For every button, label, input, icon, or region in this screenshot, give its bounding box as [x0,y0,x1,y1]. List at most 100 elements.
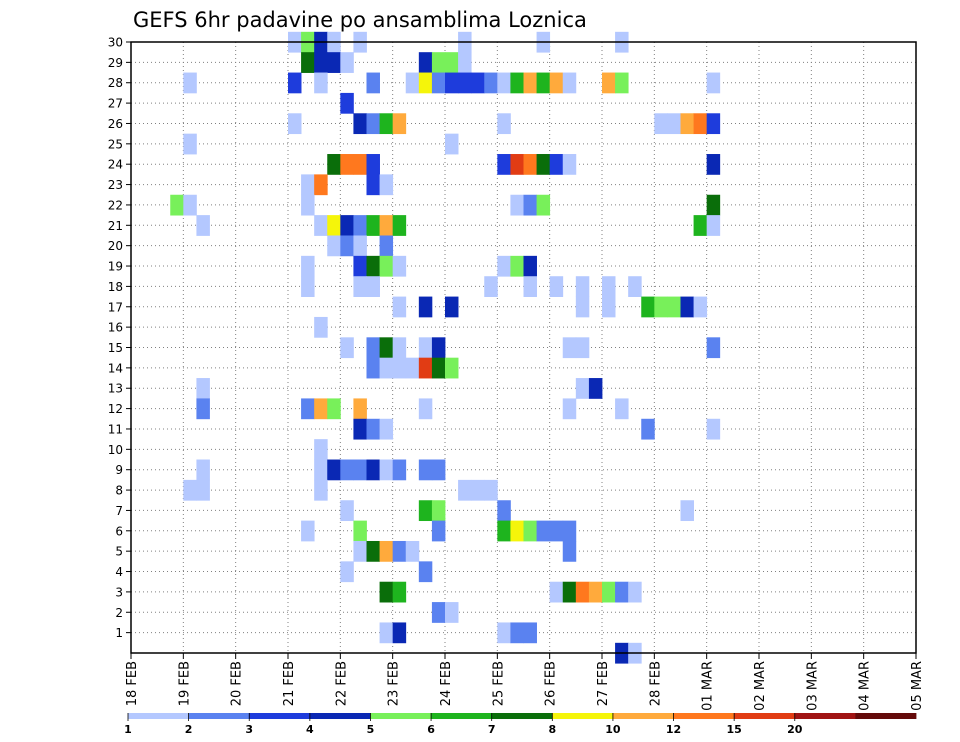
precip-cell [549,154,564,175]
y-tick-label: 8 [115,484,123,498]
chart-title: GEFS 6hr padavine po ansamblima Loznica [133,8,587,32]
precip-cell [628,276,642,297]
precip-cell [366,540,380,562]
y-axis-ticks: 1234567891011121314151617181920212223242… [108,36,131,640]
precip-cell [602,276,616,297]
precip-cell [366,357,380,379]
x-tick-label: 22 FEB [334,661,349,706]
y-tick-label: 15 [108,341,123,355]
precip-cell [301,520,315,542]
legend-label: 20 [787,723,803,736]
precip-cell [327,235,341,257]
precip-cell [418,296,433,318]
legend-swatch [552,713,614,719]
precip-cell [431,500,446,522]
precip-cell [562,581,577,603]
precip-cell [392,337,407,359]
precip-cell [497,72,511,94]
legend-label: 4 [306,723,314,736]
precip-cell [641,296,655,318]
precip-cell [706,337,721,359]
x-tick-label: 05 MAR [910,661,925,711]
y-tick-label: 4 [115,565,123,579]
precip-cell [392,357,407,379]
precip-cell [562,337,577,359]
precip-cell [405,540,420,562]
precip-cell [549,581,564,603]
y-tick-label: 26 [108,117,123,131]
legend-label: 1 [124,723,132,736]
precip-cell [693,113,708,135]
precip-cell [418,72,433,94]
precip-cell [562,72,577,94]
precip-cell [706,72,721,94]
precip-cell [392,113,407,135]
legend-swatch [855,713,917,719]
y-tick-label: 30 [108,36,123,50]
y-tick-label: 13 [108,382,123,396]
y-tick-label: 19 [108,260,123,274]
precip-cell [314,316,328,338]
precip-cell [353,418,367,440]
precip-cell [575,337,590,359]
x-tick-label: 02 MAR [753,661,768,711]
precip-cell [431,337,446,359]
precip-cell [549,520,564,542]
precip-cell [654,296,668,318]
y-tick-label: 14 [108,361,123,375]
precip-cell [706,194,721,216]
legend-swatch [188,713,250,719]
precip-cell [314,52,328,73]
data-cells [170,31,721,664]
precip-cell [680,500,694,522]
precip-cell [196,378,210,399]
legend-swatch [431,713,493,719]
precip-cell [523,194,537,216]
precip-cell [379,235,394,257]
precip-cell [667,113,681,135]
y-tick-label: 2 [115,606,123,620]
precip-cell [431,72,446,94]
precip-cell [392,459,407,481]
precip-cell [654,113,668,135]
legend-swatch [309,713,371,719]
legend-label: 5 [367,723,375,736]
precip-cell [353,540,367,562]
legend-swatch [673,713,735,719]
precip-cell [392,581,407,603]
precip-cell [431,602,446,623]
precip-cell [340,154,354,175]
legend-label: 12 [666,723,681,736]
precip-cell [196,215,210,236]
precip-cell [353,255,367,277]
precip-cell [497,500,511,522]
legend-swatch [794,713,856,719]
precip-cell [562,520,577,542]
precip-cell [366,154,380,175]
y-tick-label: 6 [115,524,123,538]
precip-cell [366,255,380,277]
precip-cell [471,479,485,501]
y-tick-label: 9 [115,463,123,477]
x-tick-label: 28 FEB [648,661,663,706]
precip-cell [693,215,708,236]
precip-cell [418,459,433,481]
precip-cell [340,52,354,73]
precip-cell [314,459,328,481]
precip-cell [497,255,511,277]
precip-cell [379,622,394,644]
y-tick-label: 20 [108,239,123,253]
precip-cell [431,357,446,379]
precip-cell [458,52,472,73]
x-tick-label: 18 FEB [125,661,140,706]
precip-cell [497,622,511,644]
precip-cell [301,174,315,196]
legend-label: 10 [605,723,621,736]
y-tick-label: 16 [108,321,123,335]
precip-cell [366,276,380,297]
precip-cell [615,398,629,420]
x-tick-label: 23 FEB [387,661,402,706]
precip-cell [366,174,380,196]
precip-cell [379,418,394,440]
precip-cell [628,581,642,603]
